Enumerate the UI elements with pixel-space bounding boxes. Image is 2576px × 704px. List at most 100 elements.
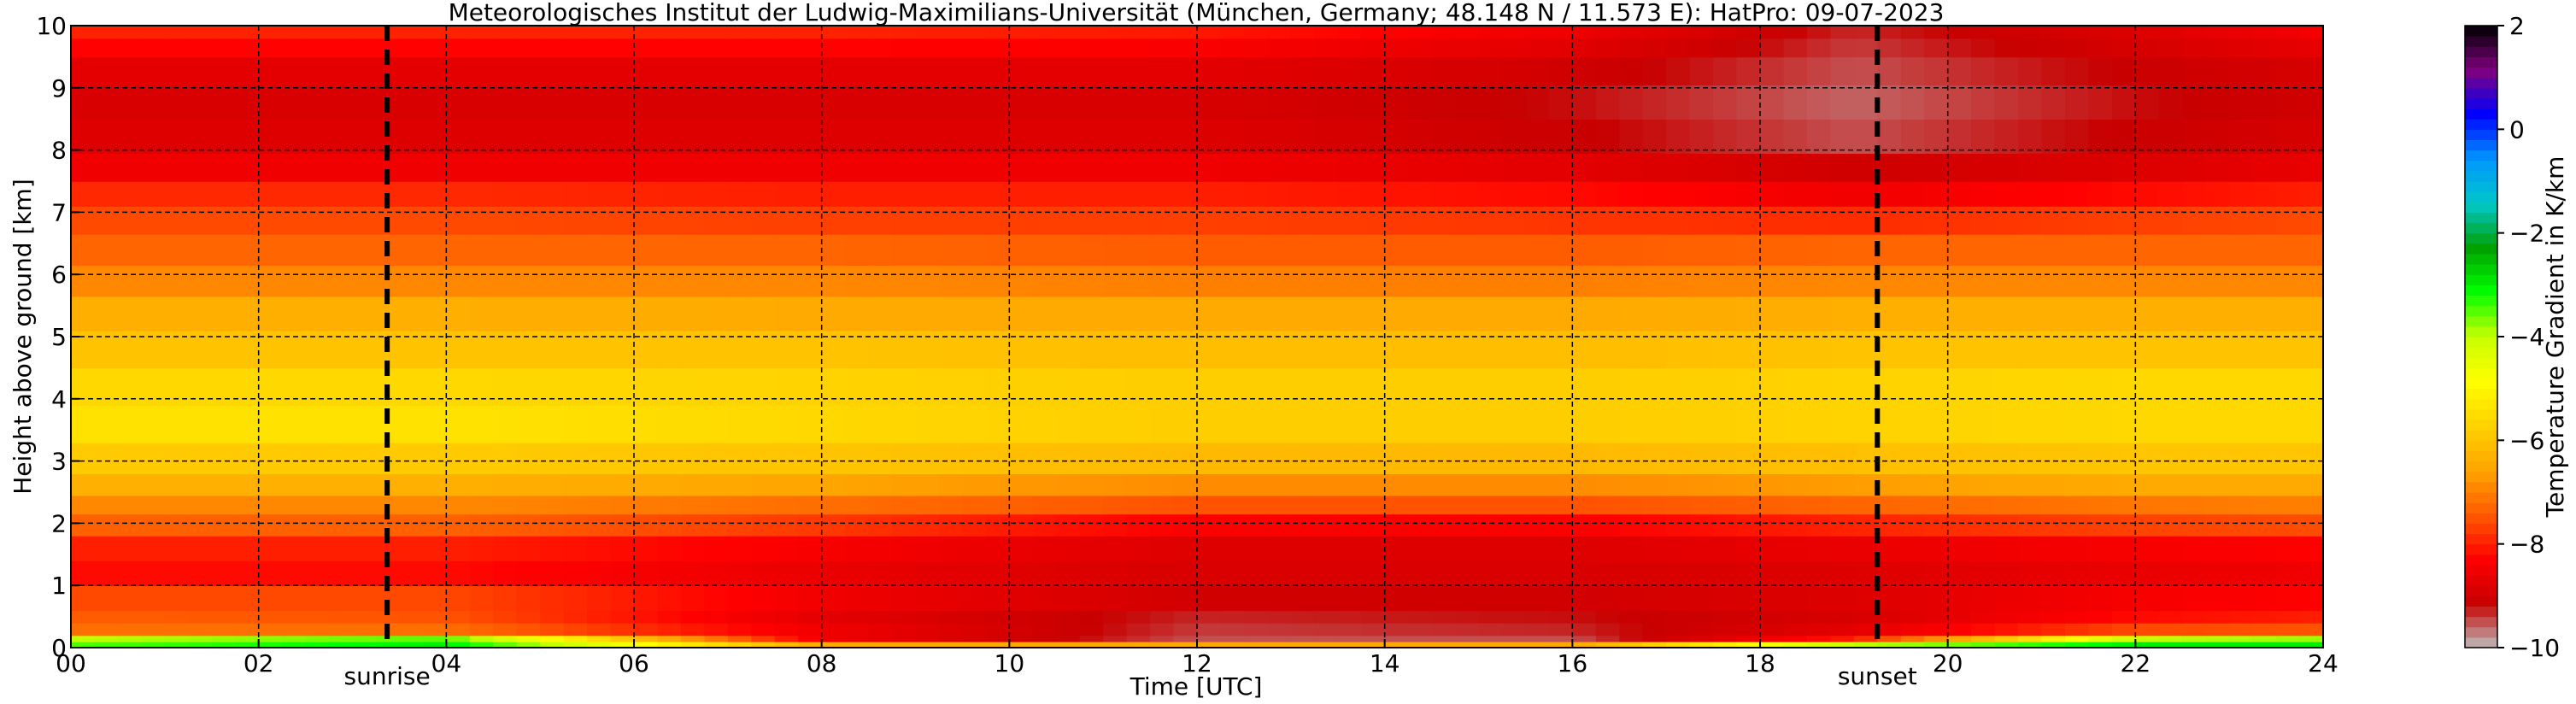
heatmap-cell — [305, 85, 330, 120]
heatmap-cell — [1079, 641, 1104, 648]
heatmap-cell — [657, 367, 682, 406]
heatmap-cell — [422, 153, 448, 182]
heatmap-cell — [282, 233, 307, 267]
heatmap-cell — [1455, 296, 1480, 331]
heatmap-cell — [892, 495, 917, 515]
heatmap-cell — [1971, 367, 1996, 406]
heatmap-cell — [1666, 513, 1691, 537]
heatmap-cell — [2111, 85, 2137, 120]
heatmap-cell — [1220, 610, 1245, 624]
heatmap-cell — [704, 585, 729, 612]
heatmap-cell — [657, 56, 682, 85]
heatmap-cell — [1525, 56, 1550, 85]
heatmap-cell — [821, 473, 846, 496]
heatmap-cell — [422, 405, 448, 443]
heatmap-cell — [610, 560, 635, 586]
heatmap-cell — [1337, 513, 1363, 537]
heatmap-cell — [1337, 233, 1363, 267]
heatmap-cell — [1478, 585, 1503, 612]
heatmap-cell — [1736, 513, 1761, 537]
heatmap-cell — [211, 536, 237, 561]
heatmap-cell — [1525, 26, 1550, 39]
heatmap-cell — [188, 405, 213, 443]
heatmap-cell — [235, 85, 260, 120]
heatmap-cell — [563, 641, 588, 648]
heatmap-cell — [469, 442, 495, 474]
heatmap-cell — [1994, 536, 2019, 561]
heatmap-cell — [141, 56, 166, 85]
heatmap-cell — [2065, 265, 2090, 297]
heatmap-cell — [1502, 56, 1527, 85]
heatmap-cell — [2299, 641, 2323, 648]
heatmap-cell — [1689, 473, 1714, 496]
heatmap-cell — [329, 26, 354, 39]
heatmap-cell — [1032, 181, 1058, 207]
heatmap-cell — [305, 56, 330, 85]
heatmap-cell — [2252, 536, 2277, 561]
heatmap-cell — [751, 622, 776, 637]
colorbar-swatch — [2465, 139, 2497, 151]
heatmap-cell — [1877, 26, 1902, 39]
heatmap-cell — [680, 635, 706, 642]
heatmap-cell — [657, 233, 682, 267]
heatmap-cell — [1713, 442, 1738, 474]
heatmap-cell — [1337, 495, 1363, 515]
heatmap-cell — [821, 495, 846, 515]
heatmap-cell — [235, 181, 260, 207]
sunset-label: sunset — [1838, 662, 1917, 690]
heatmap-cell — [1009, 85, 1034, 120]
heatmap-cell — [1830, 181, 1855, 207]
heatmap-cell — [1032, 38, 1058, 58]
heatmap-cell — [1642, 233, 1667, 267]
heatmap-cell — [2299, 367, 2323, 406]
heatmap-cell — [2111, 641, 2137, 648]
heatmap-cell — [1783, 442, 1808, 474]
heatmap-cell — [962, 641, 987, 648]
heatmap-cell — [282, 622, 307, 637]
heatmap-cell — [962, 26, 987, 39]
heatmap-cell — [2182, 610, 2207, 624]
heatmap-cell — [2111, 442, 2137, 474]
heatmap-cell — [774, 442, 800, 474]
heatmap-cell — [680, 233, 706, 267]
heatmap-cell — [2229, 38, 2254, 58]
heatmap-cell — [211, 585, 237, 612]
heatmap-cell — [2205, 367, 2230, 406]
heatmap-cell — [634, 641, 659, 648]
heatmap-cell — [1525, 85, 1550, 120]
heatmap-cell — [2111, 610, 2137, 624]
heatmap-cell — [1384, 635, 1409, 642]
heatmap-cell — [94, 153, 119, 182]
heatmap-cell — [915, 513, 940, 537]
heatmap-cell — [1478, 536, 1503, 561]
heatmap-cell — [657, 622, 682, 637]
heatmap-cell — [657, 495, 682, 515]
heatmap-cell — [704, 26, 729, 39]
heatmap-cell — [1689, 265, 1714, 297]
heatmap-cell — [1642, 473, 1667, 496]
heatmap-cell — [2252, 641, 2277, 648]
heatmap-cell — [1760, 405, 1785, 443]
heatmap-cell — [1924, 85, 1949, 120]
heatmap-cell — [540, 265, 565, 297]
heatmap-cell — [258, 622, 283, 637]
heatmap-cell — [1971, 119, 1996, 154]
heatmap-cell — [1971, 85, 1996, 120]
heatmap-cell — [1243, 265, 1269, 297]
heatmap-cell — [164, 206, 190, 235]
heatmap-cell — [376, 38, 401, 58]
heatmap-cell — [493, 119, 518, 154]
heatmap-cell — [1525, 473, 1550, 496]
heatmap-cell — [1243, 296, 1269, 331]
heatmap-cell — [1572, 85, 1597, 120]
heatmap-cell — [446, 56, 471, 85]
heatmap-cell — [1408, 119, 1433, 154]
heatmap-cell — [657, 206, 682, 235]
colorbar-swatch — [2465, 543, 2497, 555]
heatmap-cell — [2205, 85, 2230, 120]
heatmap-cell — [164, 265, 190, 297]
heatmap-cell — [821, 405, 846, 443]
heatmap-cell — [516, 26, 541, 39]
heatmap-cell — [2205, 641, 2230, 648]
